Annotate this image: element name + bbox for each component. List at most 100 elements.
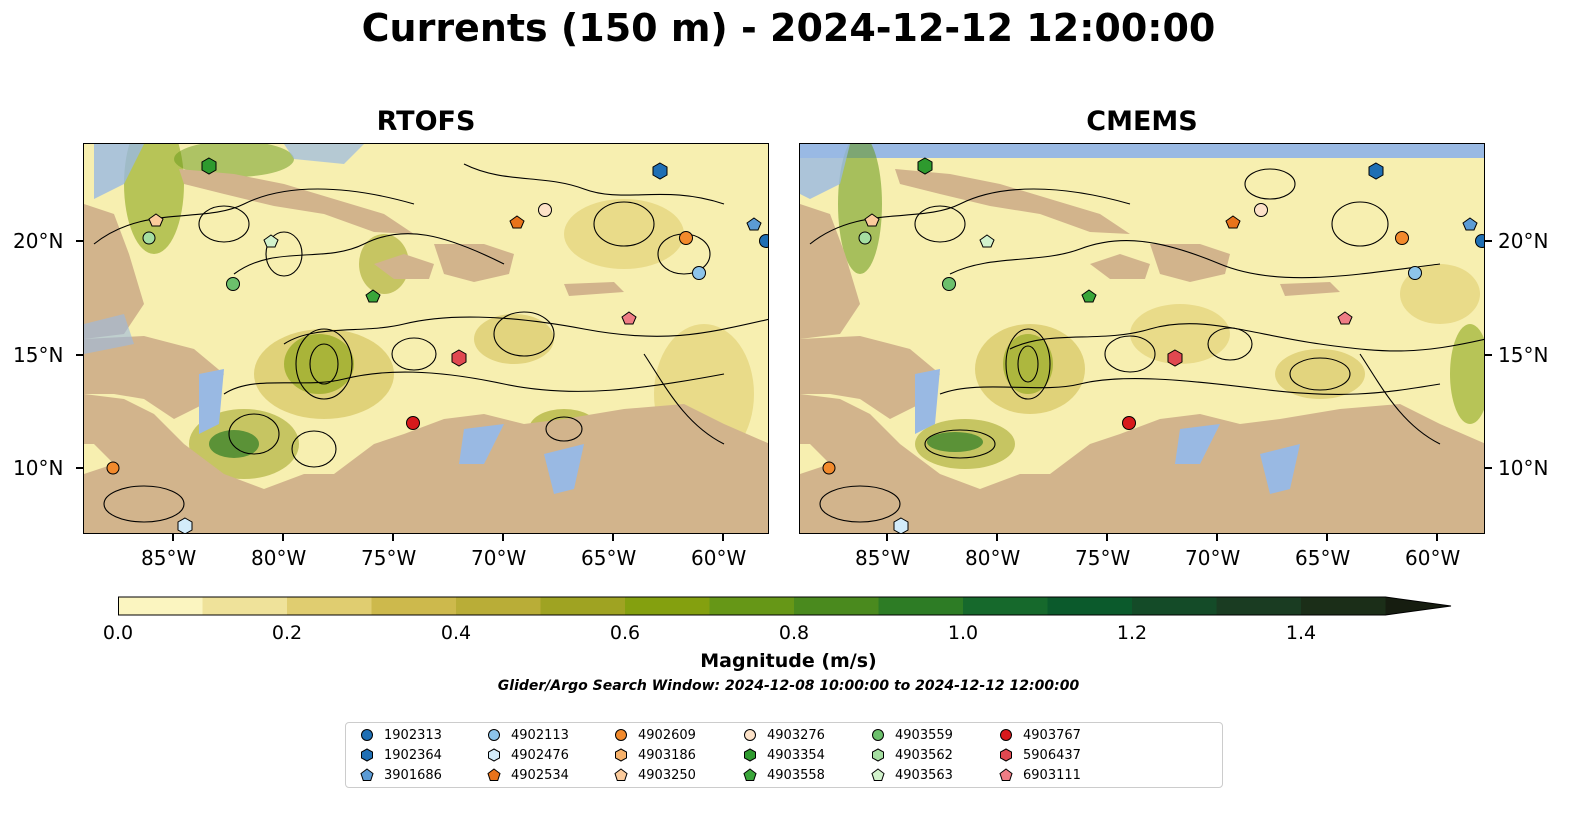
pentagon-marker-icon xyxy=(360,768,374,781)
hexagon-marker-icon xyxy=(744,748,756,762)
lon-label-60w-rtofs: 60°W xyxy=(691,546,747,570)
legend-label: 1902313 xyxy=(384,727,442,743)
legend-label: 4903276 xyxy=(767,727,825,743)
lat-label-10n-right: 10°N xyxy=(1498,456,1549,480)
lon-label-65w-cmems: 65°W xyxy=(1295,546,1351,570)
lat-label-20n-right: 20°N xyxy=(1498,229,1549,253)
panel-title-rtofs: RTOFS xyxy=(376,106,476,137)
colorbar-segment xyxy=(878,597,964,615)
colorbar-tick-0: 0.0 xyxy=(102,622,134,644)
streamlines-cmems xyxy=(809,168,1484,523)
lat-label-15n-left: 15°N xyxy=(13,343,64,367)
colorbar-graphic xyxy=(118,596,1452,616)
legend: 1902313 1902364 3901686 4902113 4902476 49025… xyxy=(345,722,1223,788)
lon-label-85w-rtofs: 85°W xyxy=(141,546,197,570)
colorbar-segment xyxy=(540,597,626,615)
lon-label-70w-rtofs: 70°W xyxy=(471,546,527,570)
colorbar-tick-5: 1.0 xyxy=(947,622,979,644)
lon-label-70w-cmems: 70°W xyxy=(1185,546,1241,570)
legend-item: 4902609 xyxy=(614,726,696,744)
lon-label-60w-cmems: 60°W xyxy=(1405,546,1461,570)
legend-item: 4903276 xyxy=(743,726,825,744)
hexagon-marker-icon xyxy=(488,748,500,762)
colorbar-segment xyxy=(709,597,795,615)
legend-label: 1902364 xyxy=(384,747,442,763)
panel-title-cmems: CMEMS xyxy=(1086,106,1198,137)
legend-item: 4903562 xyxy=(871,746,953,764)
legend-label: 3901686 xyxy=(384,767,442,783)
float-markers-cmems xyxy=(822,157,1484,533)
hexagon-marker-icon xyxy=(615,748,627,762)
lat-label-15n-right: 15°N xyxy=(1498,343,1549,367)
legend-label: 4903354 xyxy=(767,747,825,763)
legend-item: 4903354 xyxy=(743,746,825,764)
colorbar-segment xyxy=(202,597,288,615)
lon-label-85w-cmems: 85°W xyxy=(855,546,911,570)
colorbar-segment xyxy=(1132,597,1217,615)
search-window-caption: Glider/Argo Search Window: 2024-12-08 10… xyxy=(497,678,1080,694)
lon-label-65w-rtofs: 65°W xyxy=(581,546,637,570)
legend-label: 4903559 xyxy=(895,727,953,743)
colorbar-segment xyxy=(456,597,541,615)
lon-label-75w-cmems: 75°W xyxy=(1075,546,1131,570)
shallow-water-cmems xyxy=(800,144,1300,494)
streamlines-rtofs xyxy=(93,163,768,523)
colorbar-tick-4: 0.8 xyxy=(778,622,810,644)
legend-label: 4902476 xyxy=(511,747,569,763)
circle-marker-icon xyxy=(488,729,500,741)
lon-label-80w-rtofs: 80°W xyxy=(251,546,307,570)
colorbar-segment xyxy=(1216,597,1302,615)
map-panel-rtofs xyxy=(83,143,769,534)
circle-marker-icon xyxy=(1000,729,1012,741)
colorbar-segment xyxy=(1047,597,1133,615)
map-panel-cmems xyxy=(799,143,1485,534)
legend-item: 1902364 xyxy=(360,746,442,764)
lat-label-10n-left: 10°N xyxy=(13,456,64,480)
legend-item: 6903111 xyxy=(999,766,1081,784)
circle-marker-icon xyxy=(361,729,373,741)
colorbar-tick-3: 0.6 xyxy=(609,622,641,644)
colorbar-segment xyxy=(287,597,372,615)
pentagon-marker-icon xyxy=(614,768,628,781)
legend-item: 4902113 xyxy=(487,726,569,744)
colorbar-segment xyxy=(794,597,879,615)
legend-label: 4903250 xyxy=(638,767,696,783)
legend-label: 5906437 xyxy=(1023,747,1081,763)
legend-label: 4903767 xyxy=(1023,727,1081,743)
circle-marker-icon xyxy=(872,729,884,741)
legend-item: 4903250 xyxy=(614,766,696,784)
colorbar-segment xyxy=(118,597,203,615)
circle-marker-icon xyxy=(615,729,627,741)
legend-label: 4902609 xyxy=(638,727,696,743)
legend-item: 1902313 xyxy=(360,726,442,744)
hexagon-marker-icon xyxy=(872,748,884,762)
legend-label: 4902534 xyxy=(511,767,569,783)
legend-item: 3901686 xyxy=(360,766,442,784)
colorbar-segment xyxy=(625,597,710,615)
lon-label-80w-cmems: 80°W xyxy=(965,546,1021,570)
colorbar-segment xyxy=(371,597,457,615)
legend-item: 4903558 xyxy=(743,766,825,784)
legend-label: 6903111 xyxy=(1023,767,1081,783)
legend-item: 4902476 xyxy=(487,746,569,764)
legend-item: 4903767 xyxy=(999,726,1081,744)
land-cmems xyxy=(800,169,1484,533)
colorbar xyxy=(118,596,1453,616)
lon-label-75w-rtofs: 75°W xyxy=(361,546,417,570)
hexagon-marker-icon xyxy=(1000,748,1012,762)
float-markers-rtofs xyxy=(106,157,768,533)
map-cmems xyxy=(800,144,1484,533)
legend-label: 4902113 xyxy=(511,727,569,743)
shallow-water-rtofs xyxy=(84,144,584,494)
map-rtofs xyxy=(84,144,768,533)
colorbar-segment xyxy=(1301,597,1386,615)
pentagon-marker-icon xyxy=(743,768,757,781)
hexagon-marker-icon xyxy=(361,748,373,762)
legend-item: 4902534 xyxy=(487,766,569,784)
pentagon-marker-icon xyxy=(871,768,885,781)
land-rtofs xyxy=(84,169,768,533)
legend-label: 4903186 xyxy=(638,747,696,763)
colorbar-tick-1: 0.2 xyxy=(271,622,303,644)
legend-item: 5906437 xyxy=(999,746,1081,764)
colorbar-title: Magnitude (m/s) xyxy=(700,650,877,672)
